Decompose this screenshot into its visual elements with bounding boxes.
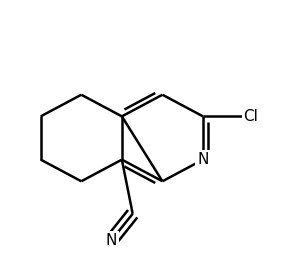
Text: N: N (197, 152, 209, 167)
Text: N: N (105, 233, 117, 248)
Text: Cl: Cl (244, 109, 258, 124)
